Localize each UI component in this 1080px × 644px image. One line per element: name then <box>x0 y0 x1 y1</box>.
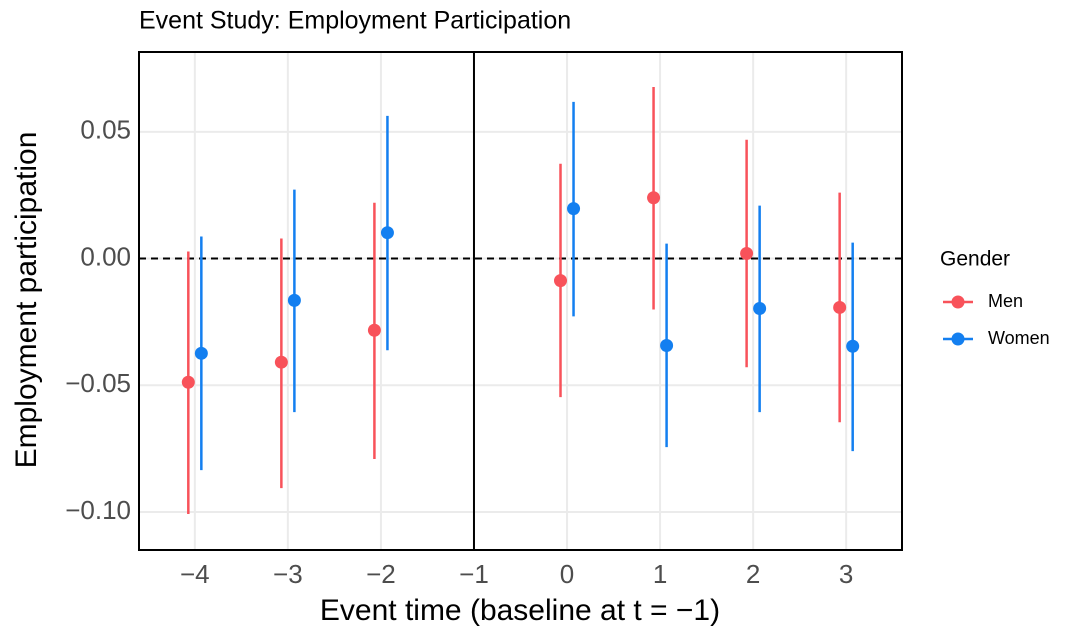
y-tick-label: 0.00 <box>80 241 131 271</box>
point <box>274 355 288 369</box>
point <box>660 338 674 352</box>
point <box>740 246 754 260</box>
y-tick-label: 0.05 <box>80 115 131 145</box>
x-tick-label: −3 <box>273 559 303 589</box>
panel-border <box>138 51 903 551</box>
point <box>181 375 195 389</box>
y-axis-label: Employment participation <box>10 132 43 469</box>
point <box>567 202 581 216</box>
legend-marker <box>951 295 965 309</box>
x-tick-label: 1 <box>653 559 667 589</box>
x-tick-label: 0 <box>560 559 574 589</box>
legend-label: Women <box>988 328 1050 348</box>
y-tick-label: −0.05 <box>65 368 131 398</box>
point <box>367 323 381 337</box>
x-tick-label: −1 <box>459 559 489 589</box>
legend-label: Men <box>988 291 1023 311</box>
chart-title: Event Study: Employment Participation <box>139 7 571 35</box>
point <box>380 226 394 240</box>
point <box>287 293 301 307</box>
x-tick-label: −4 <box>180 559 210 589</box>
point <box>753 301 767 315</box>
point <box>194 346 208 360</box>
point <box>833 300 847 314</box>
point <box>554 274 568 288</box>
x-tick-label: −2 <box>366 559 396 589</box>
point <box>846 339 860 353</box>
x-tick-label: 3 <box>839 559 853 589</box>
x-axis-label: Event time (baseline at t = −1) <box>320 594 720 627</box>
point <box>647 191 661 205</box>
legend-title: Gender <box>940 248 1010 271</box>
x-tick-label: 2 <box>746 559 760 589</box>
y-tick-label: −0.10 <box>65 495 131 525</box>
legend-marker <box>951 332 965 346</box>
